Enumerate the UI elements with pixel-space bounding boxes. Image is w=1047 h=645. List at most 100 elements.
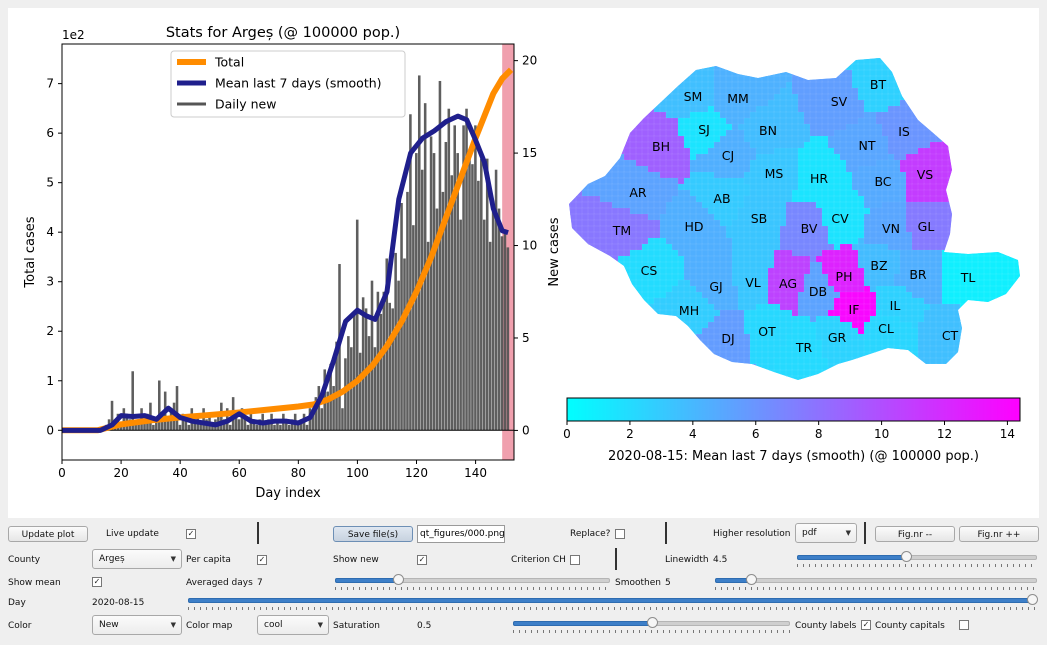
map-cell [905, 303, 913, 311]
map-cell [1013, 273, 1020, 281]
map-cell [809, 189, 817, 197]
map-cell [941, 369, 949, 377]
show-new-checkbox[interactable]: ✓ [417, 555, 427, 565]
format-select[interactable]: pdf ▼ [795, 523, 857, 543]
map-cell [983, 159, 991, 167]
map-cell [935, 171, 943, 179]
map-cell [599, 357, 607, 365]
map-cell [623, 351, 631, 359]
map-cell [923, 255, 931, 263]
map-cell [1001, 231, 1009, 239]
map-cell [791, 87, 799, 95]
saturation-slider[interactable] [513, 617, 790, 633]
live-update-checkbox[interactable]: ✓ [186, 529, 196, 539]
map-cell [809, 315, 817, 323]
map-cell [935, 165, 943, 173]
map-cell [653, 75, 661, 83]
map-cell [665, 321, 673, 329]
per-capita-checkbox[interactable]: ✓ [257, 555, 267, 565]
county-capitals-checkbox[interactable] [959, 620, 969, 630]
map-cell [611, 207, 619, 215]
color-select[interactable]: New ▼ [92, 615, 182, 635]
criterion-ch-checkbox[interactable] [570, 555, 580, 565]
map-cell [756, 382, 763, 389]
map-cell [815, 87, 823, 95]
map-cell [983, 123, 991, 131]
replace-checkbox[interactable] [615, 529, 625, 539]
map-cell [569, 369, 571, 377]
map-cell [989, 297, 997, 305]
filename-input[interactable]: qt_figures/000.png [417, 525, 505, 543]
map-cell [737, 315, 745, 323]
map-cell [851, 99, 859, 107]
map-cell [743, 213, 751, 221]
map-cell [935, 189, 943, 197]
map-cell [683, 291, 691, 299]
bar [335, 341, 338, 431]
map-cell [911, 58, 919, 65]
map-cell [1007, 231, 1015, 239]
averaged-days-slider[interactable] [335, 574, 610, 590]
map-cell [761, 153, 769, 161]
map-cell [887, 345, 895, 353]
map-cell [965, 303, 973, 311]
map-cell [581, 333, 589, 341]
map-cell [1013, 195, 1020, 203]
map-cell [707, 345, 715, 353]
plot-area [62, 44, 514, 460]
map-cell [875, 297, 883, 305]
map-cell [791, 291, 799, 299]
map-cell [857, 81, 865, 89]
map-cell [947, 111, 955, 119]
map-cell [863, 69, 871, 77]
map-cell [983, 183, 991, 191]
map-cell [575, 231, 583, 239]
bar [506, 247, 510, 431]
map-cell [803, 111, 811, 119]
map-cell [617, 261, 625, 269]
show-mean-checkbox[interactable]: ✓ [92, 577, 102, 587]
map-cell [827, 75, 835, 83]
map-cell [899, 321, 907, 329]
map-cell [593, 87, 601, 95]
map-cell [725, 297, 733, 305]
map-cell [941, 69, 949, 77]
map-cell [653, 375, 661, 380]
map-cell [953, 291, 961, 299]
map-cell [575, 75, 583, 83]
map-cell [917, 285, 925, 293]
map-cell [653, 105, 661, 113]
map-cell [851, 357, 859, 365]
map-cell [599, 297, 607, 305]
map-cell [971, 117, 979, 125]
smoothen-slider[interactable] [715, 574, 1037, 590]
map-cell [959, 339, 967, 347]
map-cell [1001, 339, 1009, 347]
day-slider[interactable] [188, 594, 1038, 610]
map-cell [1026, 166, 1033, 173]
colormap-select[interactable]: cool ▼ [257, 615, 329, 635]
map-cell [947, 105, 955, 113]
map-cell [1001, 303, 1009, 311]
save-files-button[interactable]: Save file(s) [333, 526, 413, 542]
fignr-increment-button[interactable]: Fig.nr ++ [959, 526, 1039, 542]
map-cell [893, 153, 901, 161]
map-cell [989, 99, 997, 107]
linewidth-slider[interactable] [797, 551, 1037, 567]
map-cell [683, 243, 691, 251]
update-plot-button[interactable]: Update plot [8, 526, 88, 542]
map-cell [725, 351, 733, 359]
map-cell [977, 249, 985, 257]
map-cell [1014, 382, 1021, 389]
map-cell [941, 249, 949, 257]
map-cell [857, 195, 865, 203]
map-cell [617, 303, 625, 311]
county-select[interactable]: Argeș ▼ [92, 549, 182, 569]
map-cell [929, 81, 937, 89]
map-cell [689, 357, 697, 365]
map-cell [635, 357, 643, 365]
map-cell [575, 291, 583, 299]
county-labels-checkbox[interactable]: ✓ [861, 620, 871, 630]
map-cell [569, 261, 577, 269]
fignr-decrement-button[interactable]: Fig.nr -- [875, 526, 955, 542]
